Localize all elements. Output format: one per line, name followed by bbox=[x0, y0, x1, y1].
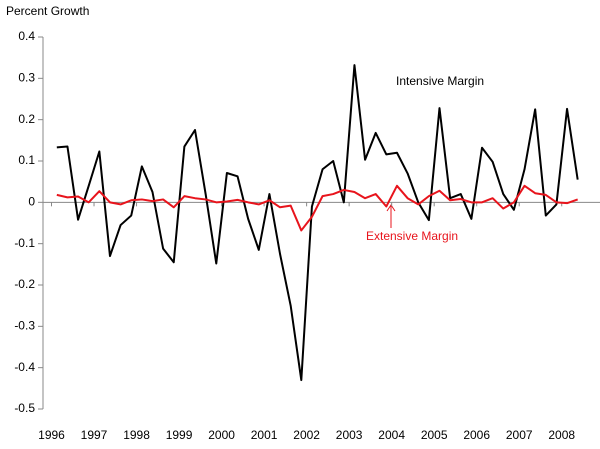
x-tick-label: 2000 bbox=[208, 428, 235, 442]
y-axis-title: Percent Growth bbox=[6, 4, 89, 18]
y-tick-label: 0.2 bbox=[18, 112, 35, 126]
x-tick-label: 1999 bbox=[166, 428, 193, 442]
x-tick-label: 2008 bbox=[548, 428, 575, 442]
y-tick-label: 0.4 bbox=[18, 29, 35, 43]
x-tick-label: 1997 bbox=[81, 428, 108, 442]
y-tick-label: 0.3 bbox=[18, 71, 35, 85]
y-tick-label: -0.2 bbox=[14, 277, 35, 291]
x-tick-label: 2001 bbox=[251, 428, 278, 442]
x-tick-label: 2005 bbox=[421, 428, 448, 442]
series-line bbox=[56, 64, 579, 382]
x-tick-label: 2007 bbox=[506, 428, 533, 442]
y-tick-label: 0.1 bbox=[18, 153, 35, 167]
annotation: Intensive Margin bbox=[396, 74, 484, 88]
y-tick-label: -0.3 bbox=[14, 319, 35, 333]
annotation-arrow-head bbox=[386, 204, 396, 212]
y-tick-label: -0.5 bbox=[14, 401, 35, 415]
x-tick-label: 2004 bbox=[378, 428, 405, 442]
series-line bbox=[56, 184, 579, 232]
x-tick-label: 2003 bbox=[336, 428, 363, 442]
x-tick-label: 2006 bbox=[463, 428, 490, 442]
y-tick-label: -0.1 bbox=[14, 236, 35, 250]
x-tick-label: 1996 bbox=[38, 428, 65, 442]
y-tick-label: 0 bbox=[28, 195, 35, 209]
y-tick-label: -0.4 bbox=[14, 360, 35, 374]
x-tick-label: 2002 bbox=[293, 428, 320, 442]
x-tick-label: 1998 bbox=[123, 428, 150, 442]
annotation: Extensive Margin bbox=[366, 229, 458, 243]
